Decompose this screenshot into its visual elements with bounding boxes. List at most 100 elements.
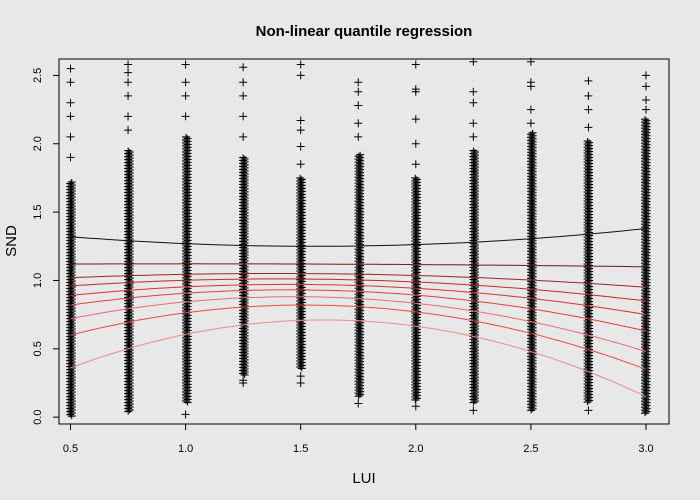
scatter-point [412,395,421,402]
quantile-curve [70,263,647,268]
scatter-point-outlier [469,406,478,415]
scatter-point [469,399,478,406]
quantile-curve [70,289,647,332]
scatter-point-outlier [354,132,363,141]
quantile-curve [70,278,647,302]
scatter-point [356,391,365,398]
scatter-point-outlier [411,402,420,411]
scatter-point-outlier [469,98,478,107]
scatter-point-outlier [124,68,133,77]
scatter-point-outlier [124,78,133,87]
scatter-column [182,133,192,406]
quantile-curve [70,283,647,316]
scatter-point-outlier [124,60,133,69]
scatter-point-outlier [66,64,75,73]
scatter-point-outlier [66,132,75,141]
scatter-point [585,397,594,404]
x-axis: 0.5 1.0 1.5 2.0 2.5 3.0 [63,423,654,455]
scatter-point [125,407,134,414]
quantile-curve [70,304,647,370]
y-axis-label: SND [3,225,20,257]
scatter-point-outlier [181,78,190,87]
scatter-point-outlier [641,105,650,114]
scatter-point-outlier [641,96,650,105]
scatter-point-outlier [584,91,593,100]
scatter-point-outlier [296,160,305,169]
scatter-column [66,179,76,420]
x-tick-label: 1.5 [293,443,308,455]
scatter-point-outlier [411,139,420,148]
scatter-point-outlier [239,78,248,87]
scatter-point-outlier [526,119,535,128]
scatter-point-outlier [584,105,593,114]
scatter-point-outlier [354,399,363,408]
scatter-points [66,57,651,420]
scatter-point-outlier [296,71,305,80]
scatter-point-outlier [124,126,133,135]
y-tick-label: 1.0 [32,273,44,288]
scatter-point-outlier [296,60,305,69]
scatter-point-outlier [181,410,190,419]
scatter-point-outlier [584,123,593,132]
scatter-point [182,397,191,404]
scatter-point-outlier [354,101,363,110]
scatter-point [354,393,363,400]
scatter-column [469,147,479,406]
scatter-point-outlier [181,112,190,121]
scatter-point-outlier [469,119,478,128]
scatter-point-outlier [66,153,75,162]
y-tick-label: 1.5 [32,204,44,219]
scatter-point-outlier [296,378,305,387]
scatter-point-outlier [411,85,420,94]
scatter-point-outlier [66,98,75,107]
scatter-point [297,365,306,372]
scatter-point-outlier [584,76,593,85]
scatter-point-outlier [296,126,305,135]
scatter-point-outlier [641,71,650,80]
scatter-point [641,410,650,417]
quantile-curve [70,273,647,288]
scatter-point-outlier [296,372,305,381]
scatter-point [583,399,592,406]
scatter-point [183,399,192,406]
scatter-point-outlier [469,87,478,96]
scatter-point-outlier [526,105,535,114]
scatter-point-outlier [411,60,420,69]
y-tick-label: 0.5 [32,341,44,356]
y-tick-label: 2.0 [32,136,44,151]
scatter-point-outlier [239,376,248,385]
scatter-column [239,154,249,378]
scatter-point [240,371,249,378]
x-axis-label: LUI [352,470,375,487]
scatter-point-outlier [239,112,248,121]
scatter-point-outlier [239,63,248,72]
x-tick-label: 2.5 [523,443,538,455]
scatter-point-outlier [526,78,535,87]
chart-title: Non-linear quantile regression [256,23,473,40]
scatter-point [411,396,420,403]
scatter-point [642,408,651,415]
y-axis: 0.0 0.5 1.0 1.5 2.0 2.5 [32,68,60,425]
quantile-curve [70,319,647,398]
scatter-point-outlier [66,78,75,87]
scatter-point [66,411,75,418]
scatter-point-outlier [239,91,248,100]
quantile-curve [70,228,647,247]
scatter-point-outlier [411,160,420,169]
scatter-point [67,413,76,420]
scatter-point [239,370,248,377]
scatter-column [583,138,594,406]
x-tick-label: 2.0 [408,443,423,455]
scatter-point-outlier [296,116,305,125]
scatter-point-outlier [354,87,363,96]
scatter-column [354,151,365,400]
scatter-point-outlier [469,132,478,141]
scatter-column [527,129,537,414]
quantile-curve [70,296,647,352]
scatter-point-outlier [66,112,75,121]
x-tick-label: 0.5 [63,443,78,455]
scatter-point-outlier [124,112,133,121]
scatter-column [411,174,421,403]
scatter-point-outlier [181,60,190,69]
